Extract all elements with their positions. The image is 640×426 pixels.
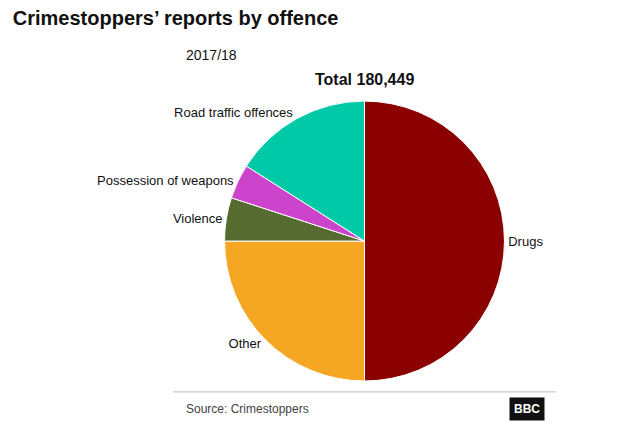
- svg-text:Violence: Violence: [173, 211, 223, 226]
- svg-text:BBC: BBC: [514, 402, 540, 416]
- svg-text:Drugs: Drugs: [508, 234, 543, 249]
- svg-text:Total 180,449: Total 180,449: [315, 71, 414, 88]
- svg-text:Road traffic offences: Road traffic offences: [174, 105, 293, 120]
- svg-text:Other: Other: [229, 336, 262, 351]
- svg-text:Source: Crimestoppers: Source: Crimestoppers: [186, 402, 309, 416]
- svg-text:Crimestoppers’ reports by offe: Crimestoppers’ reports by offence: [13, 7, 339, 29]
- svg-text:Possession of weapons: Possession of weapons: [97, 173, 234, 188]
- svg-text:2017/18: 2017/18: [186, 47, 237, 63]
